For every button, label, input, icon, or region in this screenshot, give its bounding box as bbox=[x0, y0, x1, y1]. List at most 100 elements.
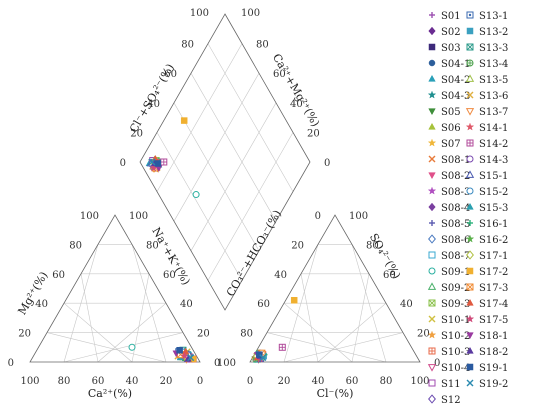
legend-marker bbox=[428, 267, 436, 275]
anion-grid bbox=[266, 332, 387, 363]
legend-marker bbox=[466, 250, 474, 260]
cation-grid bbox=[97, 302, 167, 363]
series-S17-2 bbox=[180, 117, 298, 363]
legend-item: S10-1 bbox=[428, 315, 470, 326]
tick-label: 60 bbox=[92, 376, 105, 387]
legend-marker bbox=[428, 155, 436, 163]
legend-item: S13-7 bbox=[465, 107, 508, 118]
legend-item: S10-4 bbox=[427, 363, 470, 374]
legend-label: S09-3 bbox=[441, 299, 470, 310]
axis-label-co3-hco3: CO₃²⁻+HCO₃⁻(%) bbox=[224, 208, 284, 299]
legend-label: S04-1 bbox=[441, 59, 470, 70]
tick-label: 100 bbox=[241, 8, 260, 19]
tick-label: 60 bbox=[346, 376, 359, 387]
legend-label: S04-2 bbox=[441, 75, 470, 86]
legend-marker bbox=[428, 26, 436, 36]
legend-marker bbox=[465, 170, 475, 178]
tick-label: 0 bbox=[247, 376, 253, 387]
legend-item: S08-4 bbox=[428, 202, 470, 214]
cation-grid bbox=[46, 332, 167, 363]
legend-label: S06 bbox=[441, 123, 461, 134]
legend-label: S16-1 bbox=[479, 219, 508, 230]
legend-label: S14-2 bbox=[479, 139, 508, 150]
legend-label: S10-4 bbox=[441, 363, 470, 374]
point-diamond bbox=[154, 160, 162, 167]
point-anion bbox=[259, 354, 267, 362]
legend-label: S15-3 bbox=[479, 203, 508, 214]
series-S19-2 bbox=[148, 158, 267, 362]
tick-label: 20 bbox=[417, 329, 430, 340]
diamond-grid bbox=[190, 102, 277, 251]
tick-label: 60 bbox=[164, 69, 177, 80]
legend-marker bbox=[428, 43, 436, 51]
tick-label: 20 bbox=[307, 128, 320, 139]
legend-label: S19-2 bbox=[479, 379, 508, 390]
diamond-grid bbox=[207, 43, 294, 192]
cation-grid bbox=[63, 302, 133, 363]
tick-label: 100 bbox=[410, 376, 429, 387]
tick-label: 0 bbox=[434, 358, 440, 369]
legend-marker bbox=[428, 234, 436, 244]
legend-label: S13-3 bbox=[479, 43, 508, 54]
legend-label: S10-2 bbox=[441, 331, 470, 342]
anion-frame bbox=[249, 214, 421, 363]
legend-item: S04-1 bbox=[428, 59, 470, 70]
tick-label: 60 bbox=[52, 270, 65, 281]
cation-grid bbox=[80, 273, 99, 363]
tick-label: 80 bbox=[69, 240, 82, 251]
legend-label: S03 bbox=[441, 43, 461, 54]
legend-label: S08-4 bbox=[441, 203, 470, 214]
point-cation bbox=[176, 346, 183, 354]
tick-label: 80 bbox=[366, 240, 379, 251]
tick-label: 100 bbox=[190, 8, 209, 19]
tick-label: 80 bbox=[380, 376, 393, 387]
legend-marker bbox=[466, 187, 474, 195]
legend-item: S09-1 bbox=[428, 267, 470, 278]
diamond-grid bbox=[207, 132, 294, 281]
tick-label: 100 bbox=[217, 358, 236, 369]
legend-item: S13-5 bbox=[465, 74, 508, 86]
cation-grid bbox=[63, 332, 184, 363]
legend-label: S08-6 bbox=[441, 235, 470, 246]
legend-marker bbox=[427, 138, 437, 147]
legend-label: S08-7 bbox=[441, 251, 470, 262]
tick-label: 100 bbox=[80, 211, 99, 222]
legend-marker bbox=[466, 267, 474, 275]
diamond-grid bbox=[156, 43, 243, 192]
legend-item: S16-2 bbox=[465, 234, 508, 246]
legend-item: S18-1 bbox=[466, 331, 508, 342]
tick-label: 40 bbox=[147, 99, 160, 110]
legend-item: S09-2 bbox=[427, 282, 470, 294]
legend-marker bbox=[466, 27, 474, 35]
legend-label: S04-3 bbox=[441, 91, 470, 102]
legend-label: S13-6 bbox=[479, 91, 508, 102]
legend-marker bbox=[466, 202, 474, 210]
anion-grid bbox=[283, 302, 353, 363]
legend-label: S17-1 bbox=[479, 251, 508, 262]
anion-grid bbox=[300, 273, 319, 363]
axis-label-ca-mg: Ca²⁺+Mg²⁺(%) bbox=[270, 52, 322, 129]
legend-marker bbox=[466, 346, 474, 354]
legend-marker bbox=[465, 108, 475, 116]
legend-item: S11 bbox=[428, 379, 461, 390]
legend-item: S08-5 bbox=[429, 219, 470, 230]
tick-label: 0 bbox=[214, 358, 220, 369]
tick-label: 20 bbox=[160, 376, 173, 387]
legend-marker bbox=[466, 363, 474, 371]
legend-item: S15-2 bbox=[466, 187, 508, 198]
point-anion bbox=[290, 297, 298, 304]
legend-label: S13-4 bbox=[479, 59, 508, 70]
tick-label: 40 bbox=[180, 299, 193, 310]
diamond-grid bbox=[156, 132, 243, 281]
tick-label: 60 bbox=[257, 299, 270, 310]
anion-grid bbox=[283, 332, 404, 363]
tick-label: 0 bbox=[324, 158, 330, 169]
point-cation bbox=[128, 343, 136, 351]
legend-marker bbox=[427, 90, 437, 99]
legend-item: S17-5 bbox=[465, 314, 508, 326]
tick-label: 60 bbox=[383, 270, 396, 281]
anion-grid bbox=[317, 302, 387, 363]
axis-label-ca: Ca²⁺(%) bbox=[88, 387, 132, 400]
tick-label: 20 bbox=[130, 128, 143, 139]
